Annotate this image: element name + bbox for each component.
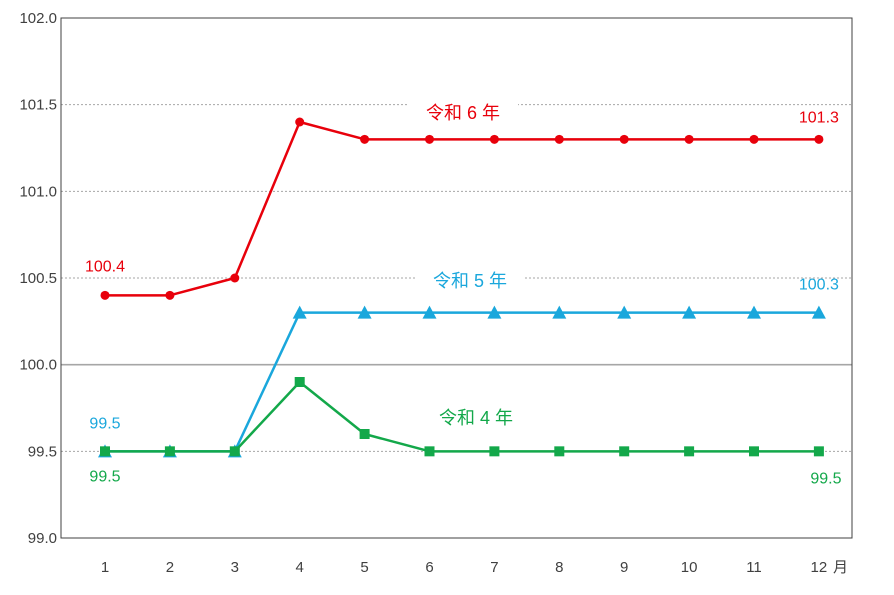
data-point [489,446,500,457]
y-tick-label: 100.0 [19,357,57,374]
data-point [100,446,110,457]
x-axis-tick-labels: 1 2 3 4 5 6 7 8 9 10 11 12 [101,559,827,576]
end-data-label: 101.3 [799,109,839,126]
data-point [487,305,502,319]
x-axis-unit-label: 月 [833,559,848,576]
series-square [100,377,824,457]
y-tick-label: 99.5 [28,443,57,460]
x-tick-label: 10 [681,559,698,576]
data-point [164,446,175,457]
y-tick-label: 99.0 [28,530,57,547]
data-point [425,134,434,144]
x-tick-label: 9 [620,559,628,576]
data-point [165,290,175,300]
data-point [617,305,632,319]
data-point [100,290,110,300]
data-point [422,305,437,319]
data-point [682,305,697,319]
series-name-label: 令和 5 年 [433,271,507,291]
start-data-label: 99.5 [89,415,120,432]
x-tick-label: 8 [555,559,563,576]
data-point [684,134,694,144]
series-label-background [408,100,518,126]
y-tick-label: 101.5 [19,97,57,114]
x-tick-label: 4 [296,559,304,576]
x-tick-label: 12 [811,559,828,576]
data-point [684,446,695,457]
data-point [811,305,826,319]
data-point [357,305,372,319]
data-point [554,446,565,457]
data-point [747,305,761,319]
x-tick-label: 11 [746,559,762,576]
end-data-label: 100.3 [799,277,839,294]
data-point [294,377,305,387]
series-line [105,120,819,297]
series-line [105,380,819,453]
data-point [619,446,630,457]
data-point [619,134,629,144]
data-point [749,446,759,457]
label-group: 令和 6 年 100.4 101.3 令和 5 年 99.5 100.3 令和 4 年 99.… [85,100,842,487]
data-point [229,446,240,457]
start-data-label: 99.5 [89,468,120,485]
data-point [552,305,567,319]
series-name-label: 令和 4 年 [439,408,513,428]
data-point [292,305,307,319]
y-tick-label: 100.5 [19,270,57,287]
data-point [424,446,435,457]
series-group [98,117,826,458]
x-tick-label: 6 [425,559,433,576]
series-name-label: 令和 6 年 [426,103,500,123]
data-point [359,429,370,439]
y-axis-tick-labels: 99.0 99.5 100.0 100.5 101.0 101.5 102.0 [19,10,57,547]
data-point [489,134,499,144]
grid-lines [61,104,852,452]
data-point [360,134,370,144]
data-point [295,117,305,127]
end-data-label: 99.5 [810,470,841,487]
data-point [749,134,759,144]
y-tick-label: 102.0 [19,10,57,27]
data-point [814,134,824,144]
series-triangle [98,305,826,458]
y-tick-label: 101.0 [19,183,57,200]
data-point [813,446,824,457]
x-tick-label: 3 [231,559,239,576]
series-line [105,311,819,453]
plot-area-border [60,17,853,539]
series-circle [100,117,824,300]
data-point [230,273,240,283]
data-point [554,134,564,144]
start-data-label: 100.4 [85,258,125,275]
series-label-background [415,268,525,294]
x-tick-label: 2 [166,559,174,576]
x-tick-label: 1 [101,559,109,576]
x-tick-label: 5 [360,559,368,576]
x-tick-label: 7 [490,559,498,576]
